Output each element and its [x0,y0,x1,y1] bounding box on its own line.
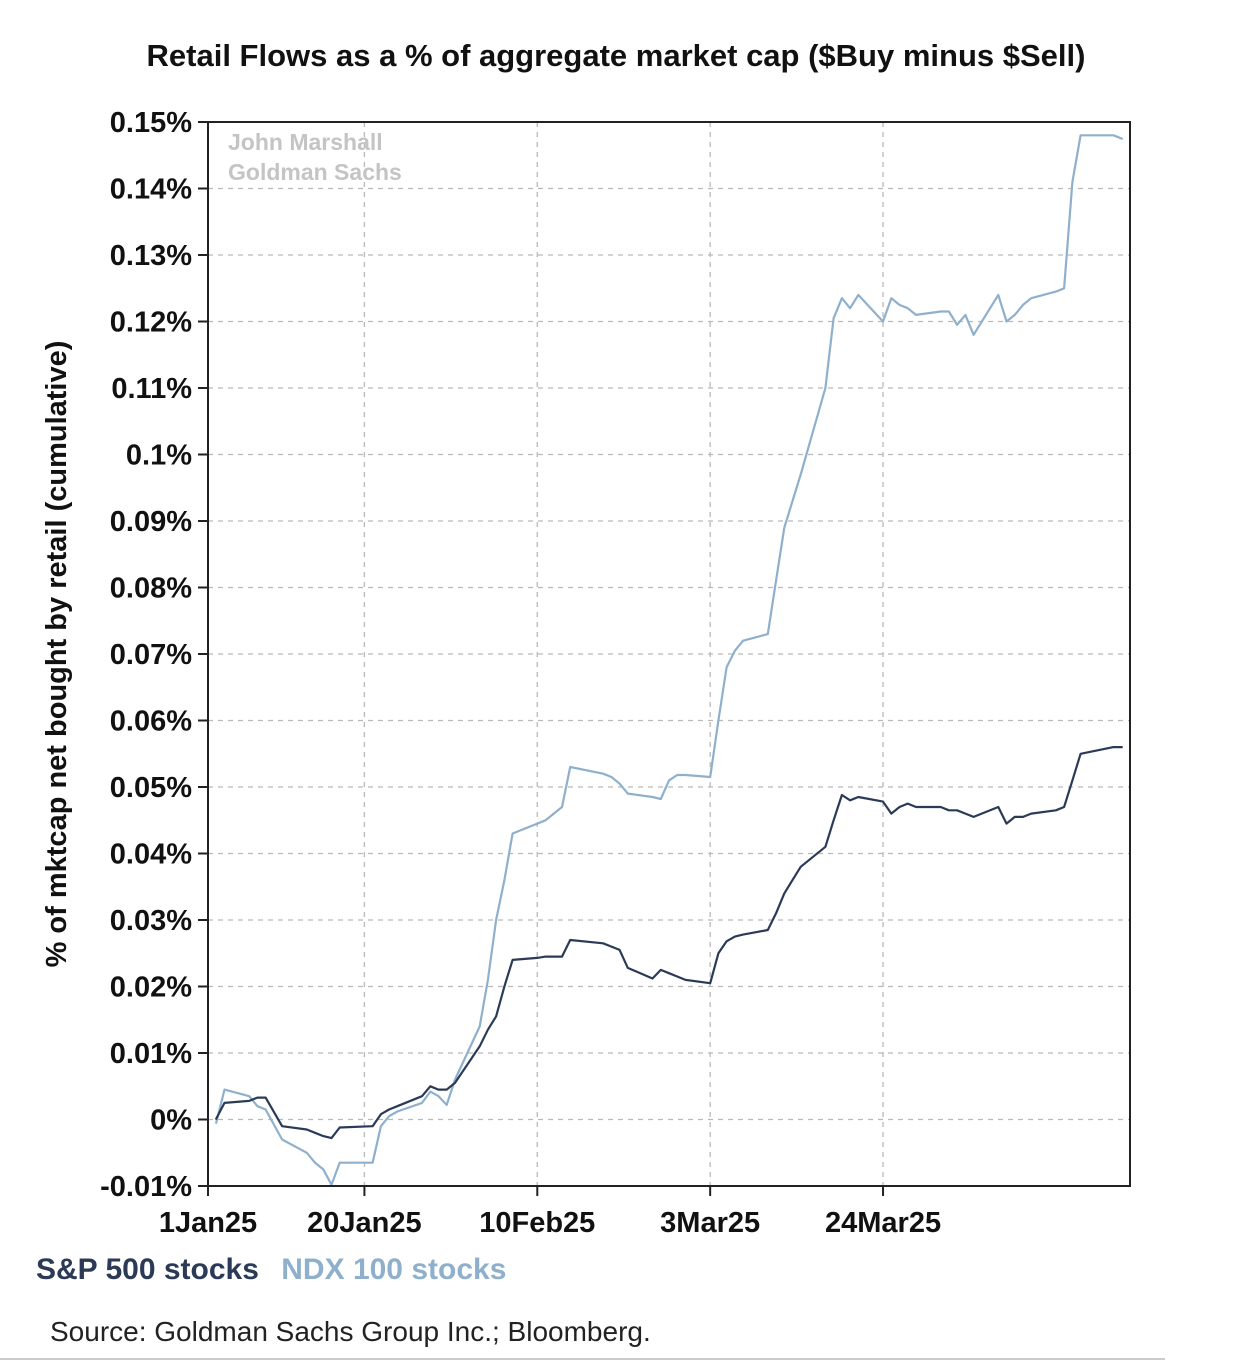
source-note: Source: Goldman Sachs Group Inc.; Bloomb… [50,1316,651,1347]
x-tick-label: 1Jan25 [159,1207,257,1239]
y-tick-label: 0.09% [110,506,192,538]
y-tick-label: 0.1% [126,440,192,472]
legend-sp500-label: S&P 500 stocks [36,1253,259,1286]
y-tick-label: 0.02% [110,972,192,1004]
y-tick-label: 0.05% [110,772,192,804]
x-tick-label: 20Jan25 [307,1207,422,1239]
watermark-text: Goldman Sachs [228,159,402,185]
watermark-text: John Marshall [228,129,383,155]
watermark: John Marshall Goldman Sachs [228,129,402,185]
y-tick-label: 0.12% [110,307,192,339]
series-lines [215,134,1123,1186]
y-tick-label: 0.14% [110,174,192,206]
x-axis: 1Jan25 20Jan25 10Feb25 3Mar25 24Mar25 [159,1186,941,1239]
y-tick-label: 0.08% [110,573,192,605]
y-tick-label: 0.03% [110,905,192,937]
sp500-line [215,745,1123,1140]
y-tick-label: 0.04% [110,839,192,871]
chart-title: Retail Flows as a % of aggregate market … [147,38,1086,73]
y-axis: -0.01% 0% 0.01% 0.02% 0.03% 0.04% 0.05% 0.06% 0.… [100,107,208,1203]
x-tick-label: 3Mar25 [660,1207,760,1239]
y-axis-label: % of mktcap net bought by retail (cumula… [41,341,73,968]
y-tick-label: 0% [150,1105,192,1137]
y-tick-label: 0.11% [111,373,192,405]
gridlines [208,122,1130,1186]
x-tick-label: 24Mar25 [825,1207,941,1239]
ndx100-line [215,134,1123,1186]
y-tick-label: 0.07% [110,639,192,671]
legend: S&P 500 stocks NDX 100 stocks [36,1253,506,1286]
x-tick-label: 10Feb25 [479,1207,595,1239]
y-tick-label: 0.01% [110,1038,192,1070]
y-tick-label: -0.01% [100,1171,192,1203]
y-tick-label: 0.06% [110,706,192,738]
y-tick-label: 0.13% [110,240,192,272]
legend-ndx100-label: NDX 100 stocks [281,1253,506,1286]
y-tick-label: 0.15% [110,107,192,139]
